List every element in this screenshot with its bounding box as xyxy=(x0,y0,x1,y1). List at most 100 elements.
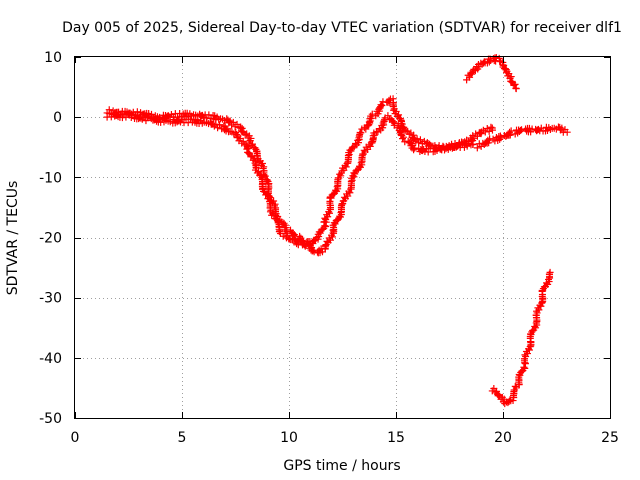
data-point xyxy=(485,58,493,66)
data-point xyxy=(400,133,408,141)
series-5 xyxy=(488,268,554,408)
y-tick-label: -10 xyxy=(39,170,62,186)
data-point xyxy=(404,127,412,135)
data-point xyxy=(525,346,533,354)
x-tick-label: 0 xyxy=(71,430,80,446)
data-point xyxy=(413,135,421,143)
data-point xyxy=(302,241,310,249)
data-point xyxy=(331,220,339,228)
x-tick-label: 25 xyxy=(601,430,619,446)
data-point xyxy=(296,232,304,240)
data-point xyxy=(226,117,234,125)
data-point xyxy=(328,233,336,241)
data-point xyxy=(485,127,493,135)
data-point xyxy=(563,128,571,136)
data-point xyxy=(520,363,528,371)
data-point xyxy=(449,143,457,151)
axis-ticks xyxy=(75,57,611,419)
data-point xyxy=(309,246,317,254)
data-point xyxy=(506,396,514,404)
data-point xyxy=(357,129,365,137)
data-point xyxy=(262,191,270,199)
x-tick-label: 5 xyxy=(178,430,187,446)
data-point xyxy=(488,124,496,132)
data-point xyxy=(265,193,273,201)
data-point xyxy=(175,117,183,125)
x-tick-label: 20 xyxy=(494,430,512,446)
data-point xyxy=(507,127,515,135)
data-point xyxy=(535,306,543,314)
data-point xyxy=(473,144,481,152)
x-tick-label: 10 xyxy=(280,430,298,446)
data-point xyxy=(229,118,237,126)
data-point xyxy=(294,237,302,245)
y-tick-label: -50 xyxy=(39,411,62,427)
y-tick-label: -30 xyxy=(39,291,62,307)
data-point xyxy=(405,130,413,138)
data-point xyxy=(342,163,350,171)
data-point xyxy=(257,171,265,179)
data-point xyxy=(290,231,298,239)
data-points xyxy=(103,54,571,408)
data-point xyxy=(346,189,354,197)
data-point xyxy=(485,139,493,147)
data-point xyxy=(327,194,335,202)
data-point xyxy=(144,114,152,122)
data-point xyxy=(285,235,293,243)
data-point xyxy=(351,170,359,178)
y-tick-label: -40 xyxy=(39,351,62,367)
data-point xyxy=(495,391,503,399)
data-point xyxy=(511,382,519,390)
y-tick-label: 0 xyxy=(53,110,62,126)
data-point xyxy=(391,119,399,127)
series-3 xyxy=(463,54,520,93)
data-point xyxy=(506,131,514,139)
data-point xyxy=(243,145,251,153)
data-point xyxy=(367,114,375,122)
y-tick-label: 10 xyxy=(44,50,62,66)
chart-title: Day 005 of 2025, Sidereal Day-to-day VTE… xyxy=(62,20,622,36)
data-point xyxy=(259,184,267,192)
data-point xyxy=(345,151,353,159)
data-point xyxy=(316,229,324,237)
data-point xyxy=(333,216,341,224)
data-point xyxy=(518,126,526,134)
data-point xyxy=(319,225,327,233)
grid xyxy=(75,57,610,418)
data-point xyxy=(248,140,256,148)
data-point xyxy=(395,111,403,119)
data-point xyxy=(537,302,545,310)
x-tick-label: 15 xyxy=(387,430,405,446)
data-point xyxy=(244,149,252,157)
data-point xyxy=(216,121,224,129)
data-point xyxy=(322,223,330,231)
data-point xyxy=(270,211,278,219)
data-point xyxy=(558,124,566,132)
series-2 xyxy=(103,110,496,257)
x-axis-label: GPS time / hours xyxy=(283,458,400,474)
data-point xyxy=(233,134,241,142)
data-point xyxy=(378,101,386,109)
data-point xyxy=(330,223,338,231)
plot-frame xyxy=(74,56,611,419)
data-point xyxy=(255,167,263,175)
data-point xyxy=(410,146,418,154)
data-point xyxy=(384,112,392,120)
data-point xyxy=(301,242,309,250)
data-point xyxy=(508,78,516,86)
data-point xyxy=(523,350,531,358)
data-point xyxy=(315,233,323,241)
data-point xyxy=(348,176,356,184)
data-point xyxy=(205,111,213,119)
series-4 xyxy=(473,123,571,152)
data-point xyxy=(505,397,513,405)
data-point xyxy=(138,115,146,123)
data-point xyxy=(366,142,374,150)
data-point xyxy=(546,268,554,276)
data-point xyxy=(258,160,266,167)
data-point xyxy=(448,140,456,148)
axis-tick-labels: 0 5 10 15 20 25 -50 -40 -30 -20 -10 0 10 xyxy=(39,50,619,446)
data-point xyxy=(147,115,155,123)
